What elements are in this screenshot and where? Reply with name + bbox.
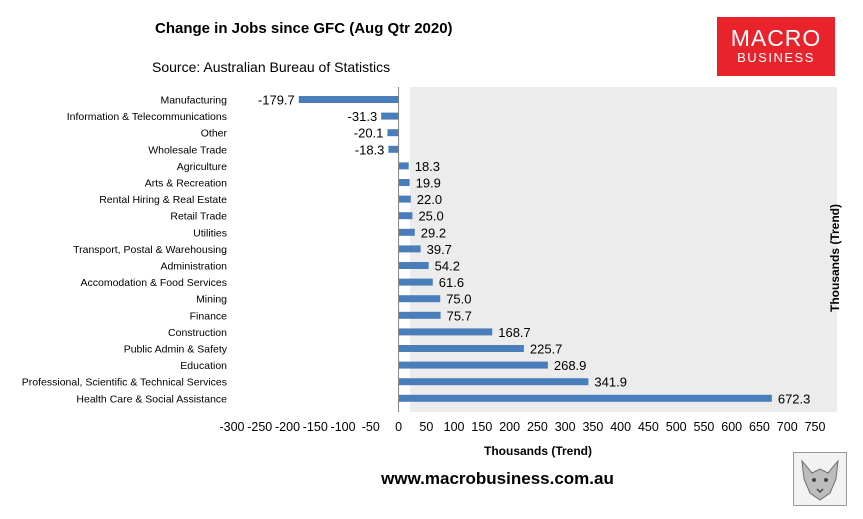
footer-url[interactable]: www.macrobusiness.com.au: [0, 469, 863, 489]
value-label: 75.7: [447, 308, 472, 323]
value-label: -20.1: [354, 126, 384, 141]
category-label: Agriculture: [177, 161, 227, 173]
bar: [398, 345, 524, 352]
category-label: Finance: [190, 310, 228, 322]
category-label: Health Care & Social Assistance: [76, 393, 227, 405]
value-label: 18.3: [415, 159, 440, 174]
bar: [398, 295, 441, 303]
x-tick-label: -300: [219, 420, 244, 434]
value-label: 672.3: [778, 391, 811, 406]
category-labels-layer: Manufacturing Information & Telecommunica…: [22, 95, 228, 406]
logo-line2: BUSINESS: [737, 50, 815, 65]
x-tick-label: 600: [721, 420, 742, 434]
category-label: Accomodation & Food Services: [81, 277, 228, 289]
category-label: Wholesale Trade: [148, 144, 227, 156]
x-tick-label: 200: [499, 420, 520, 434]
value-label: 75.0: [446, 292, 471, 307]
x-tick-label: -200: [275, 420, 300, 434]
x-tick-label: 650: [749, 420, 770, 434]
x-tick-label: 100: [444, 420, 465, 434]
plot-area: [410, 87, 837, 412]
bar: [398, 361, 548, 369]
x-tick-label: 300: [555, 420, 576, 434]
category-label: Professional, Scientific & Technical Ser…: [22, 377, 227, 389]
value-label: 61.6: [439, 275, 464, 290]
value-label: 54.2: [435, 259, 460, 274]
value-label: -31.3: [348, 109, 378, 124]
bar: [398, 212, 413, 220]
bar: [398, 195, 411, 203]
category-label: Manufacturing: [160, 95, 227, 107]
value-label: 39.7: [427, 242, 452, 257]
chart-title: Change in Jobs since GFC (Aug Qtr 2020): [155, 20, 453, 37]
x-tick-label: 550: [694, 420, 715, 434]
category-label: Public Admin & Safety: [124, 344, 228, 356]
bar: [398, 378, 589, 386]
x-tick-label: 250: [527, 420, 548, 434]
category-label: Administration: [160, 261, 227, 273]
bar: [398, 311, 441, 319]
x-tick-label: 50: [419, 420, 433, 434]
bar: [388, 145, 399, 153]
category-label: Transport, Postal & Warehousing: [73, 244, 227, 256]
value-label: 341.9: [594, 375, 627, 390]
value-label: -179.7: [258, 93, 295, 108]
x-tick-label: 750: [805, 420, 826, 434]
bar: [298, 96, 399, 103]
value-label: 22.0: [417, 192, 442, 207]
value-label: 168.7: [498, 325, 531, 340]
x-tick-label: 0: [395, 420, 402, 434]
bar: [398, 179, 410, 186]
x-tick-labels-layer: -300 -250 -200 -150 -100 -50 0 50 100 150 200 250 30…: [219, 420, 825, 434]
bar: [387, 129, 399, 137]
x-tick-label: 150: [471, 420, 492, 434]
x-tick-label: 350: [582, 420, 603, 434]
y-axis-label: Thousands (Trend): [828, 204, 842, 312]
chart-source: Source: Australian Bureau of Statistics: [152, 59, 391, 75]
value-label: 19.9: [416, 176, 441, 191]
category-label: Retail Trade: [170, 211, 227, 223]
wolf-icon: [793, 452, 847, 506]
macrobusiness-logo[interactable]: MACRO BUSINESS: [717, 17, 835, 76]
bar: [398, 162, 409, 170]
value-labels-layer: -179.7 -31.3 -20.1-18.3 18.3 19.922.0 25.029.…: [258, 93, 810, 407]
bars-layer: [298, 96, 772, 402]
bar: [398, 278, 433, 286]
value-label: 29.2: [421, 225, 446, 240]
value-label: 225.7: [530, 342, 563, 357]
category-label: Utilities: [193, 227, 227, 239]
category-label: Mining: [196, 294, 227, 306]
x-tick-label: 400: [610, 420, 631, 434]
category-label: Education: [180, 360, 227, 372]
category-label: Rental Hiring & Real Estate: [99, 194, 227, 206]
value-label: 268.9: [554, 358, 587, 373]
bar: [381, 112, 399, 120]
category-label: Information & Telecommunications: [67, 111, 227, 123]
category-label: Construction: [168, 327, 227, 339]
x-tick-label: -150: [303, 420, 328, 434]
bar: [398, 328, 493, 336]
bar: [398, 228, 415, 236]
x-tick-label: 700: [777, 420, 798, 434]
category-label: Other: [201, 128, 228, 140]
category-label: Arts & Recreation: [145, 178, 227, 190]
value-label: -18.3: [355, 142, 385, 157]
bar: [398, 262, 429, 269]
x-tick-label: -250: [247, 420, 272, 434]
bar: [398, 394, 772, 402]
logo-line1: MACRO: [730, 25, 822, 51]
x-tick-label: 450: [638, 420, 659, 434]
footer-url-text: www.macrobusiness.com.au: [381, 469, 614, 488]
x-axis-label: Thousands (Trend): [484, 444, 592, 458]
value-label: 25.0: [418, 209, 443, 224]
x-tick-label: 500: [666, 420, 687, 434]
x-tick-label: -50: [362, 420, 380, 434]
x-tick-label: -100: [331, 420, 356, 434]
bar: [398, 245, 421, 253]
